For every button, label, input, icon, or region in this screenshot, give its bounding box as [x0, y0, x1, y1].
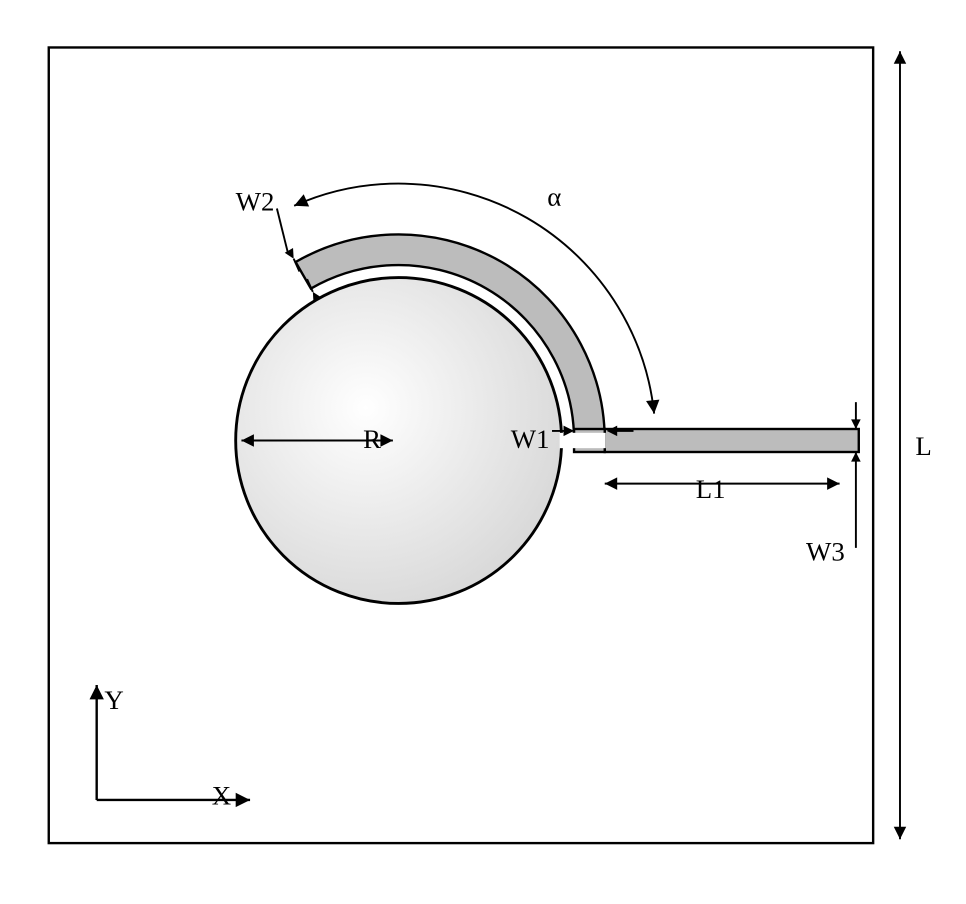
label-R: R [363, 424, 381, 454]
dim-L-b [894, 827, 906, 839]
label-W2: W2 [236, 186, 275, 216]
slot-gap [560, 433, 606, 448]
label-alpha: α [547, 182, 561, 212]
label-W3: W3 [806, 536, 845, 566]
label-L1: L1 [696, 474, 726, 504]
label-L: L [915, 431, 931, 461]
label-W1: W1 [511, 424, 550, 454]
label-X: X [212, 781, 231, 811]
feed-strip [605, 429, 859, 452]
dim-L-a [894, 51, 906, 63]
label-Y: Y [104, 685, 123, 715]
